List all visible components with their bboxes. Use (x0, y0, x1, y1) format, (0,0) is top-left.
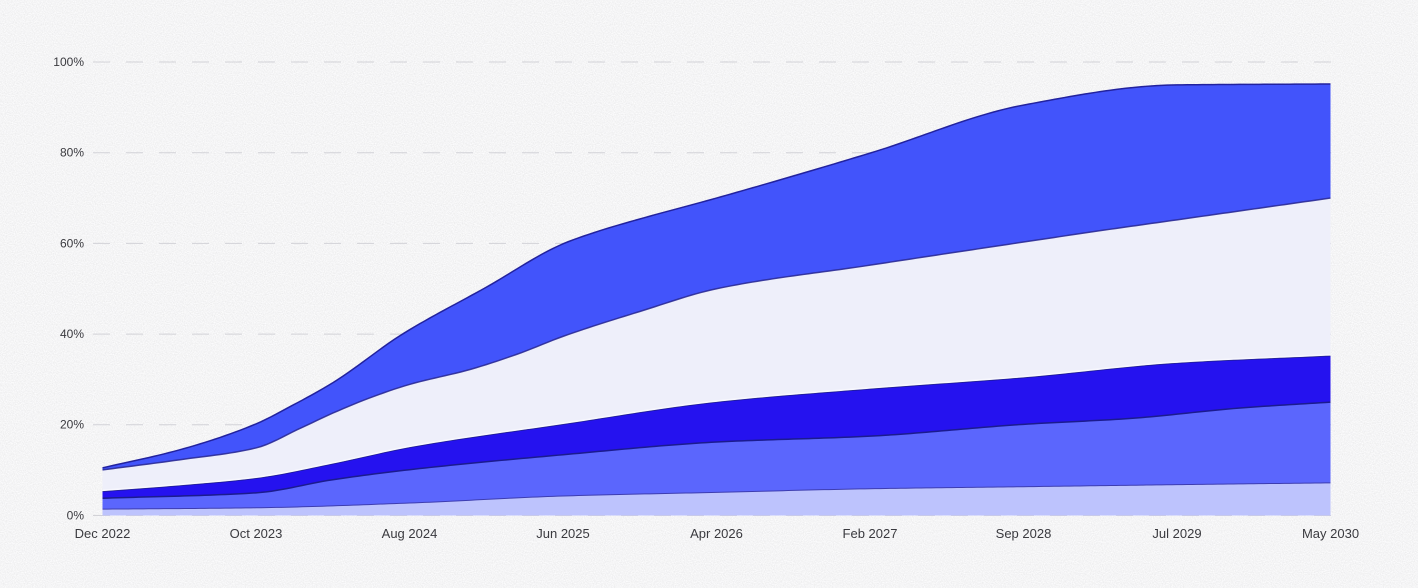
svg-text:May 2030: May 2030 (1302, 526, 1359, 541)
svg-text:Sep 2028: Sep 2028 (996, 526, 1052, 541)
svg-text:Jul 2029: Jul 2029 (1152, 526, 1201, 541)
svg-text:Dec 2022: Dec 2022 (75, 526, 131, 541)
svg-text:40%: 40% (60, 327, 84, 341)
svg-text:80%: 80% (60, 146, 84, 160)
svg-text:Oct 2023: Oct 2023 (230, 526, 283, 541)
svg-text:60%: 60% (60, 236, 84, 250)
svg-text:Aug 2024: Aug 2024 (382, 526, 438, 541)
svg-text:Feb 2027: Feb 2027 (843, 526, 898, 541)
svg-text:Jun 2025: Jun 2025 (536, 526, 590, 541)
svg-text:20%: 20% (60, 418, 84, 432)
svg-text:0%: 0% (67, 508, 85, 522)
svg-text:Apr 2026: Apr 2026 (690, 526, 743, 541)
svg-text:100%: 100% (53, 55, 84, 69)
